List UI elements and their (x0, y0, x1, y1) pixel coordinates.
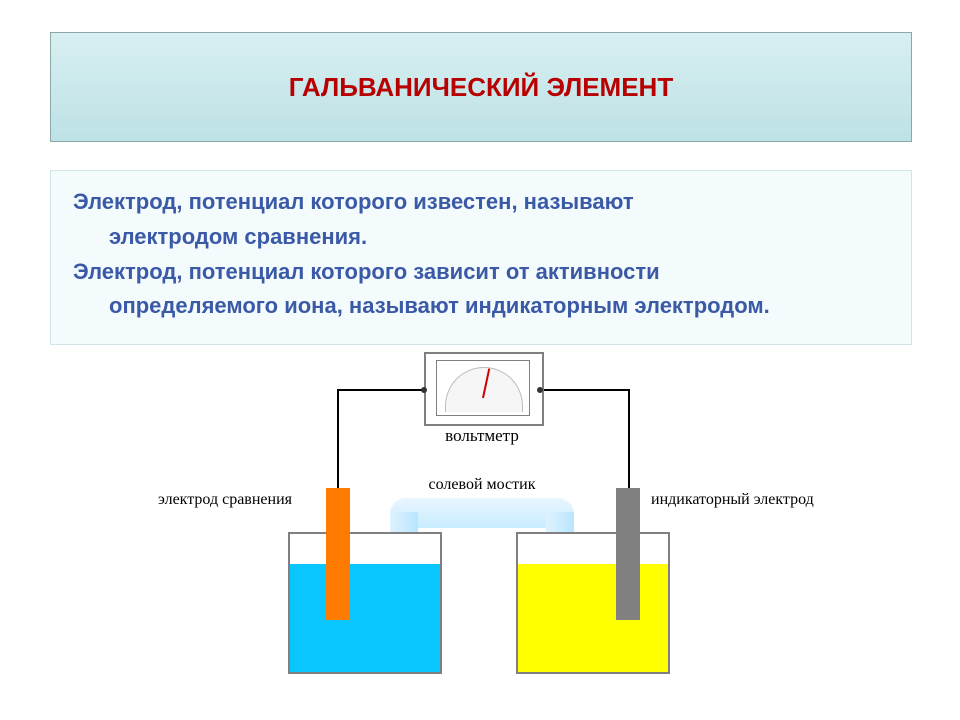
wire-right-vertical (628, 389, 630, 488)
body-line-1a: Электрод, потенциал которого известен, н… (73, 187, 889, 218)
galvanic-cell-diagram: вольтметр солевой мостик электрод сравне… (160, 352, 800, 682)
voltmeter-terminal-right (537, 387, 543, 393)
voltmeter-terminal-left (421, 387, 427, 393)
wire-left-horizontal (337, 389, 425, 391)
body-line-1b: электродом сравнения. (73, 222, 889, 253)
reference-electrode-label: электрод сравнения (155, 490, 295, 510)
slide: ГАЛЬВАНИЧЕСКИЙ ЭЛЕМЕНТ Электрод, потенци… (0, 0, 960, 720)
wire-right-horizontal (540, 389, 630, 391)
body-line-2b: определяемого иона, называют индикаторны… (73, 291, 889, 322)
beaker-right (516, 532, 670, 674)
beaker-left-solution (290, 564, 440, 672)
reference-electrode (326, 488, 350, 620)
diagram-container: вольтметр солевой мостик электрод сравне… (0, 352, 960, 682)
body-box: Электрод, потенциал которого известен, н… (50, 170, 912, 345)
body-line-2a: Электрод, потенциал которого зависит от … (73, 257, 889, 288)
indicator-electrode (616, 488, 640, 620)
salt-bridge-label: солевой мостик (428, 476, 536, 494)
voltmeter-label: вольтметр (434, 426, 530, 446)
beaker-left (288, 532, 442, 674)
indicator-electrode-label: индикаторный электрод (648, 490, 817, 510)
beaker-right-solution (518, 564, 668, 672)
title-box: ГАЛЬВАНИЧЕСКИЙ ЭЛЕМЕНТ (50, 32, 912, 142)
slide-title: ГАЛЬВАНИЧЕСКИЙ ЭЛЕМЕНТ (289, 72, 673, 103)
beaker-left-rim (288, 532, 442, 535)
wire-left-vertical (337, 389, 339, 488)
beaker-right-rim (516, 532, 670, 535)
